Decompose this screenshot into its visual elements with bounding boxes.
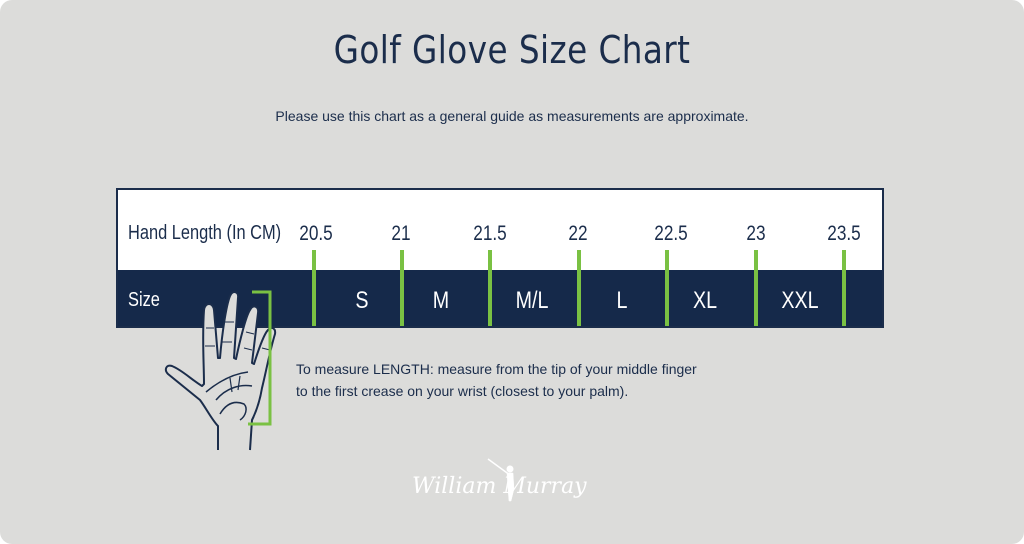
length-label: 23.5 [827, 222, 861, 245]
length-tick-line [488, 250, 492, 326]
length-label: 20.5 [299, 222, 333, 245]
instruction-line-2: to the first crease on your wrist (close… [296, 383, 629, 399]
length-tick-line [312, 250, 316, 326]
hand-length-row-label: Hand Length (In CM) [128, 222, 282, 244]
length-tick-line [842, 250, 846, 326]
size-label: M [432, 287, 450, 314]
length-tick-line [400, 250, 404, 326]
instruction-line-1: To measure LENGTH: measure from the tip … [296, 361, 697, 377]
brand-logo-text: William Murray [412, 474, 587, 499]
golfer-silhouette-icon [487, 458, 515, 502]
length-label: 23 [746, 222, 766, 245]
size-row-label: Size [128, 289, 160, 311]
length-tick-line [754, 250, 758, 326]
size-chart-table: Hand Length (In CM) Size 20.5 21 21.5 22… [116, 188, 884, 328]
length-tick-line [665, 250, 669, 326]
size-label: S [355, 287, 369, 314]
brand-logo: William Murray [412, 458, 587, 502]
hand-outline-icon [164, 290, 277, 451]
page-subtitle: Please use this chart as a general guide… [275, 108, 749, 124]
length-label: 22 [568, 222, 588, 245]
size-label: M/L [515, 287, 549, 314]
size-label: L [616, 287, 628, 314]
size-label: XXL [781, 287, 819, 314]
length-label: 22.5 [654, 222, 688, 245]
length-label: 21 [391, 222, 411, 245]
length-tick-line [577, 250, 581, 326]
page-title: Golf Glove Size Chart [333, 28, 691, 72]
measure-instruction: To measure LENGTH: measure from the tip … [296, 358, 716, 402]
size-label: XL [692, 287, 718, 314]
length-label: 21.5 [473, 222, 507, 245]
